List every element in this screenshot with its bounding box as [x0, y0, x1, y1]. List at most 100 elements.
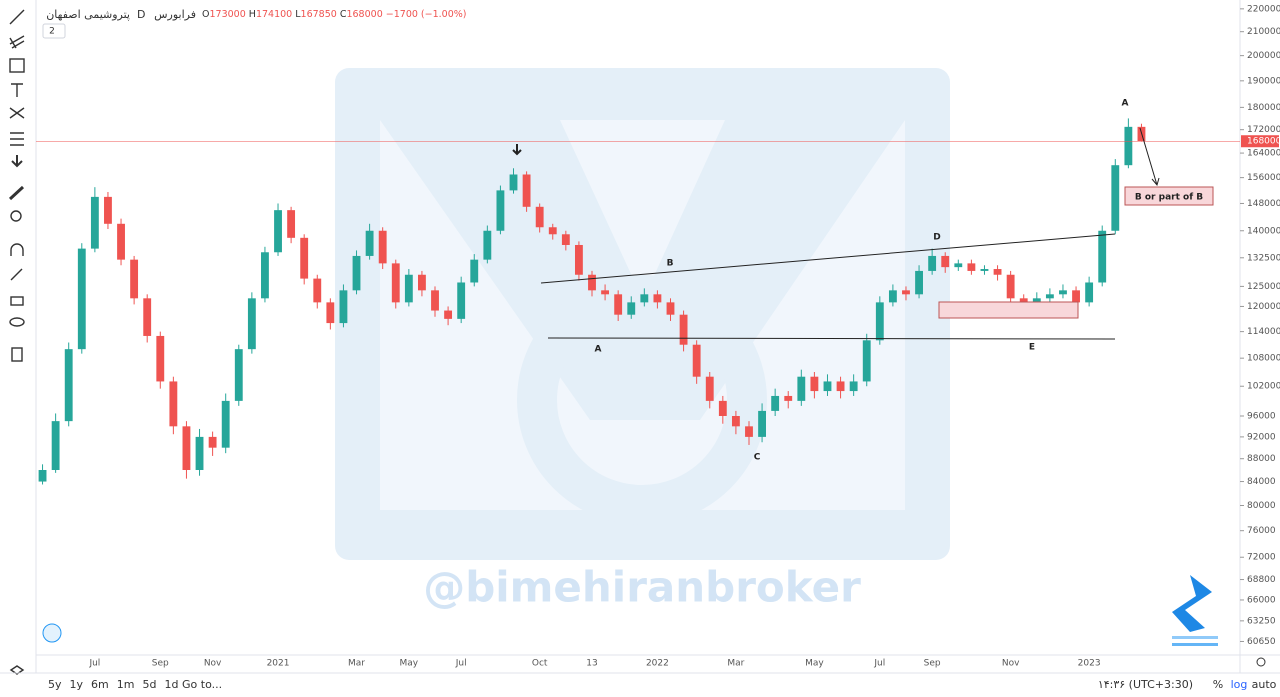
- y-tick-label: 180000: [1247, 103, 1280, 113]
- y-tick-label: 66000: [1247, 595, 1276, 605]
- ohlc-prefix: L: [295, 9, 301, 20]
- candle-body: [418, 274, 426, 291]
- candle-body: [588, 274, 596, 291]
- support-line: [547, 337, 1116, 340]
- candle-body: [169, 381, 178, 427]
- y-tick-label: 132500: [1247, 253, 1280, 263]
- y-tick-label: 114000: [1247, 327, 1280, 337]
- y-tick-label: 125000: [1247, 282, 1280, 292]
- candle-body: [679, 314, 688, 345]
- candle-body: [1072, 290, 1080, 303]
- y-tick-label: 156000: [1247, 173, 1280, 183]
- candle-body: [1032, 298, 1041, 303]
- range-button[interactable]: 6m: [91, 678, 109, 691]
- candle-body: [614, 294, 623, 315]
- wave-label: C: [754, 453, 761, 463]
- y-tick-label: 96000: [1247, 411, 1276, 421]
- candle-body: [849, 381, 858, 392]
- y-tick-label: 190000: [1247, 76, 1280, 86]
- candle-body: [1098, 230, 1107, 283]
- candle-body: [1085, 282, 1094, 303]
- y-tick-label: 88000: [1247, 454, 1276, 464]
- tool-fib[interactable]: [9, 35, 25, 49]
- y-tick-label: 200000: [1247, 51, 1280, 61]
- candle-body: [915, 270, 923, 295]
- wave-label: E: [1029, 343, 1035, 353]
- range-button[interactable]: 5y: [48, 678, 62, 691]
- candle-body: [300, 237, 309, 279]
- y-tick-label: 102000: [1247, 382, 1280, 392]
- candle-body: [928, 255, 937, 271]
- tool-ruler[interactable]: [8, 185, 25, 201]
- candle-body: [221, 400, 230, 448]
- tool-zoom[interactable]: [10, 210, 22, 222]
- candle-body: [980, 269, 989, 271]
- candle-body: [117, 223, 125, 260]
- wave-label: B: [667, 259, 674, 269]
- wave-label: D: [933, 233, 940, 243]
- candle-body: [745, 426, 753, 437]
- tool-trash[interactable]: [11, 347, 23, 362]
- ohlc-value: 174100: [256, 9, 292, 20]
- x-tick-label: 2022: [646, 659, 669, 669]
- candle-body: [77, 248, 86, 350]
- candle-body: [391, 263, 400, 303]
- candle-body: [718, 400, 727, 416]
- x-tick-label: May: [805, 659, 824, 669]
- range-button[interactable]: 1d: [164, 678, 178, 691]
- candle-body: [823, 381, 832, 392]
- broker-logo: [42, 575, 1218, 646]
- tool-lock[interactable]: [10, 296, 24, 306]
- tool-pattern[interactable]: [9, 107, 25, 119]
- wave-label: A: [595, 345, 602, 355]
- range-button[interactable]: 1y: [70, 678, 84, 691]
- candle-body: [51, 421, 60, 470]
- y-tick-label: 108000: [1247, 354, 1280, 364]
- tool-arrow[interactable]: [11, 155, 23, 168]
- candle-body: [784, 395, 793, 401]
- top-arrow: [512, 144, 522, 156]
- percent-button[interactable]: %: [1213, 678, 1223, 691]
- indicators-toggle[interactable]: [42, 23, 66, 39]
- candle-body: [574, 244, 583, 275]
- candle-body: [640, 294, 649, 303]
- settings-button[interactable]: [1256, 657, 1266, 667]
- candle-body: [954, 263, 963, 268]
- candle-body: [313, 278, 322, 303]
- x-tick-label: Mar: [348, 659, 365, 669]
- tool-magnet[interactable]: [10, 243, 24, 256]
- trend-line: [540, 233, 1116, 284]
- candle-body: [444, 310, 453, 319]
- candle-body: [888, 290, 897, 303]
- tool-brush[interactable]: [10, 268, 23, 281]
- y-tick-label: 92000: [1247, 432, 1276, 442]
- range-button[interactable]: 1m: [117, 678, 135, 691]
- candle-body: [836, 381, 845, 392]
- log-button[interactable]: log: [1231, 678, 1248, 691]
- candle-body: [601, 290, 610, 295]
- y-tick-label: 80000: [1247, 501, 1276, 511]
- tool-line[interactable]: [9, 9, 25, 25]
- y-tick-label: 63250: [1247, 616, 1276, 626]
- auto-button[interactable]: auto: [1252, 678, 1277, 691]
- candle-body: [1059, 290, 1067, 295]
- y-tick-label: 140000: [1247, 226, 1280, 236]
- candle-body: [143, 298, 152, 336]
- goto-button[interactable]: Go to...: [182, 678, 222, 691]
- exchange: فرابورس: [154, 8, 196, 21]
- y-tick-label: 72000: [1247, 553, 1276, 563]
- range-button[interactable]: 5d: [142, 678, 156, 691]
- x-tick-label: 13: [586, 659, 597, 669]
- candle-body: [902, 290, 910, 295]
- watermark-logo: [335, 68, 950, 560]
- tool-rect[interactable]: [9, 58, 25, 73]
- candle-body: [274, 210, 282, 253]
- candle-body: [653, 294, 662, 303]
- tool-forecast[interactable]: [10, 132, 24, 146]
- candle-body: [457, 282, 466, 319]
- tool-text[interactable]: [11, 83, 23, 97]
- candle-body: [247, 298, 256, 350]
- zone-box: [938, 301, 1079, 319]
- tool-eye[interactable]: [9, 317, 25, 327]
- candle-body: [875, 302, 884, 341]
